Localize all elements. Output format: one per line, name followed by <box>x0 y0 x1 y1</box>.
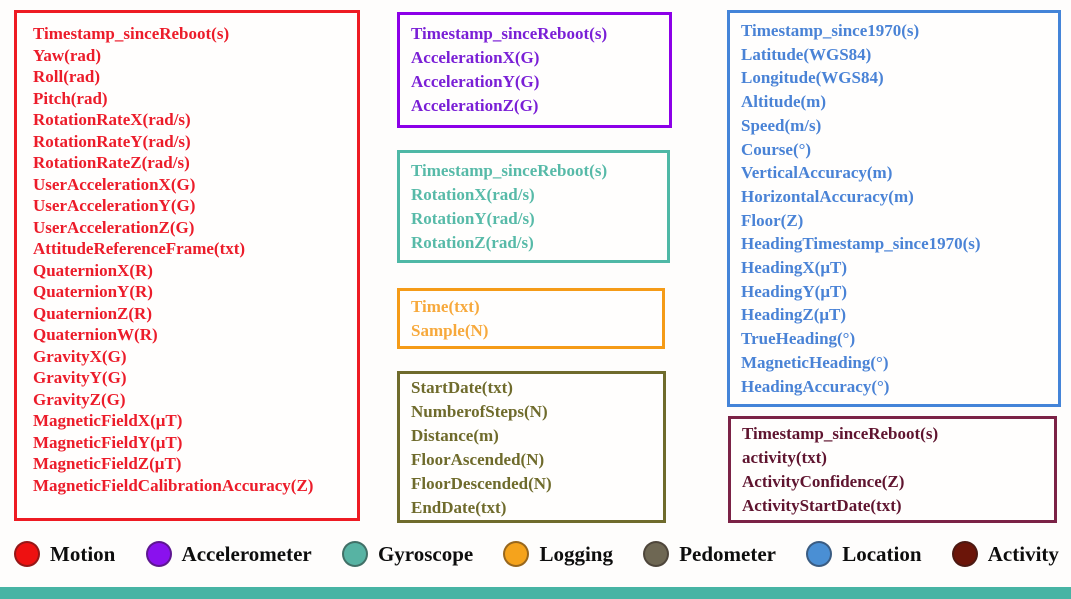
field-label: AttitudeReferenceFrame(txt) <box>33 239 246 258</box>
field-label: AccelerationX(G) <box>411 48 540 67</box>
legend: Motion Accelerometer Gyroscope Logging P… <box>14 537 1059 571</box>
field-label: HeadingY(μT) <box>741 281 847 301</box>
pedometer-field-list: StartDate(txt) NumberofSteps(N) Distance(m… <box>400 374 663 520</box>
field-label: Pitch(rad) <box>33 88 108 108</box>
field-label: Timestamp_sinceReboot(s) <box>33 24 230 43</box>
field-label: RotationY(rad/s) <box>411 209 535 228</box>
field-label: ActivityConfidence(Z) <box>742 472 905 491</box>
field-label: activity(txt) <box>742 448 827 467</box>
motion-fields-box: Timestamp_sinceReboot(s) Yaw(rad) Roll(rad… <box>14 10 360 521</box>
field-label: HorizontalAccuracy(m) <box>741 186 914 206</box>
logging-color-dot-icon <box>503 541 530 567</box>
field-label: Yaw(rad) <box>33 45 101 65</box>
field-label: Floor(Z) <box>741 210 804 230</box>
accelerometer-field-list: Timestamp_sinceReboot(s) AccelerationX(G)… <box>400 15 669 118</box>
field-label: MagneticHeading(°) <box>741 352 889 372</box>
field-label: UserAccelerationY(G) <box>33 196 196 215</box>
field-label: GravityY(G) <box>33 368 127 387</box>
legend-item-accelerometer: Accelerometer <box>145 541 312 567</box>
pedometer-color-dot-icon <box>643 541 670 567</box>
legend-item-location: Location <box>806 541 922 567</box>
field-label: RotationX(rad/s) <box>411 185 535 204</box>
accelerometer-fields-box: Timestamp_sinceReboot(s) AccelerationX(G)… <box>397 12 672 128</box>
field-label: VerticalAccuracy(m) <box>741 163 893 183</box>
motion-color-dot-icon <box>14 541 40 567</box>
field-label: RotationZ(rad/s) <box>411 233 534 252</box>
legend-item-logging: Logging <box>503 541 613 567</box>
field-label: Speed(m/s) <box>741 115 822 135</box>
logging-field-list: Time(txt) Sample(N) <box>400 291 662 343</box>
field-label: RotationRateX(rad/s) <box>33 110 191 129</box>
activity-fields-box: Timestamp_sinceReboot(s) activity(txt) Act… <box>728 416 1057 523</box>
footer-bar <box>0 587 1071 599</box>
legend-label-logging: Logging <box>539 541 613 566</box>
field-label: AccelerationY(G) <box>411 72 540 91</box>
field-label: Sample(N) <box>411 321 489 340</box>
activity-field-list: Timestamp_sinceReboot(s) activity(txt) Act… <box>731 419 1054 518</box>
field-label: MagneticFieldCalibrationAccuracy(Z) <box>33 475 314 495</box>
field-label: Altitude(m) <box>741 92 826 112</box>
accelerometer-color-dot-icon <box>145 541 172 567</box>
location-fields-box: Timestamp_since1970(s) Latitude(WGS84) Lon… <box>727 10 1061 407</box>
field-label: UserAccelerationX(G) <box>33 174 196 194</box>
field-label: QuaternionW(R) <box>33 325 158 344</box>
legend-item-motion: Motion <box>14 541 115 567</box>
field-label: RotationRateZ(rad/s) <box>33 153 190 172</box>
field-label: ActivityStartDate(txt) <box>742 496 902 515</box>
field-label: Timestamp_sinceReboot(s) <box>411 161 608 180</box>
field-label: Course(°) <box>741 139 812 159</box>
field-label: NumberofSteps(N) <box>411 402 548 421</box>
pedometer-fields-box: StartDate(txt) NumberofSteps(N) Distance(m… <box>397 371 666 523</box>
field-label: StartDate(txt) <box>411 378 513 397</box>
field-label: GravityX(G) <box>33 346 127 366</box>
field-label: UserAccelerationZ(G) <box>33 217 195 237</box>
field-label: QuaternionZ(R) <box>33 303 152 323</box>
field-label: FloorDescended(N) <box>411 474 552 493</box>
field-label: Longitude(WGS84) <box>741 68 884 88</box>
field-label: Time(txt) <box>411 297 480 316</box>
field-label: MagneticFieldY(μT) <box>33 432 183 452</box>
legend-label-gyroscope: Gyroscope <box>377 541 474 566</box>
legend-item-activity: Activity <box>951 541 1059 567</box>
field-label: GravityZ(G) <box>33 389 126 409</box>
logging-fields-box: Time(txt) Sample(N) <box>397 288 665 349</box>
field-label: Timestamp_sinceReboot(s) <box>742 424 939 443</box>
gyroscope-color-dot-icon <box>341 541 368 567</box>
field-label: HeadingZ(μT) <box>741 305 847 325</box>
field-label: Timestamp_sinceReboot(s) <box>411 24 608 43</box>
legend-label-motion: Motion <box>50 541 116 566</box>
field-label: Distance(m) <box>411 426 499 445</box>
field-label: FloorAscended(N) <box>411 450 545 469</box>
legend-label-activity: Activity <box>987 541 1059 566</box>
legend-label-location: Location <box>842 541 922 566</box>
legend-item-pedometer: Pedometer <box>643 541 776 567</box>
location-color-dot-icon <box>806 541 833 567</box>
field-label: EndDate(txt) <box>411 498 507 517</box>
field-label: Timestamp_since1970(s) <box>741 21 920 40</box>
motion-field-list: Timestamp_sinceReboot(s) Yaw(rad) Roll(rad… <box>17 13 357 496</box>
field-label: RotationRateY(rad/s) <box>33 131 191 151</box>
activity-color-dot-icon <box>951 541 978 567</box>
field-label: HeadingTimestamp_since1970(s) <box>741 234 981 254</box>
field-label: HeadingX(μT) <box>741 258 847 278</box>
field-label: QuaternionY(R) <box>33 282 153 301</box>
field-label: QuaternionX(R) <box>33 260 153 280</box>
field-label: MagneticFieldX(μT) <box>33 411 183 430</box>
location-field-list: Timestamp_since1970(s) Latitude(WGS84) Lon… <box>730 13 1058 398</box>
legend-label-accelerometer: Accelerometer <box>181 541 312 566</box>
field-label: MagneticFieldZ(μT) <box>33 454 182 473</box>
legend-item-gyroscope: Gyroscope <box>341 541 474 567</box>
legend-label-pedometer: Pedometer <box>679 541 776 566</box>
gyroscope-field-list: Timestamp_sinceReboot(s) RotationX(rad/s)… <box>400 153 667 255</box>
field-label: TrueHeading(°) <box>741 329 856 349</box>
field-label: Latitude(WGS84) <box>741 44 872 64</box>
field-label: AccelerationZ(G) <box>411 96 539 115</box>
gyroscope-fields-box: Timestamp_sinceReboot(s) RotationX(rad/s)… <box>397 150 670 263</box>
field-label: HeadingAccuracy(°) <box>741 376 890 396</box>
field-label: Roll(rad) <box>33 67 101 86</box>
